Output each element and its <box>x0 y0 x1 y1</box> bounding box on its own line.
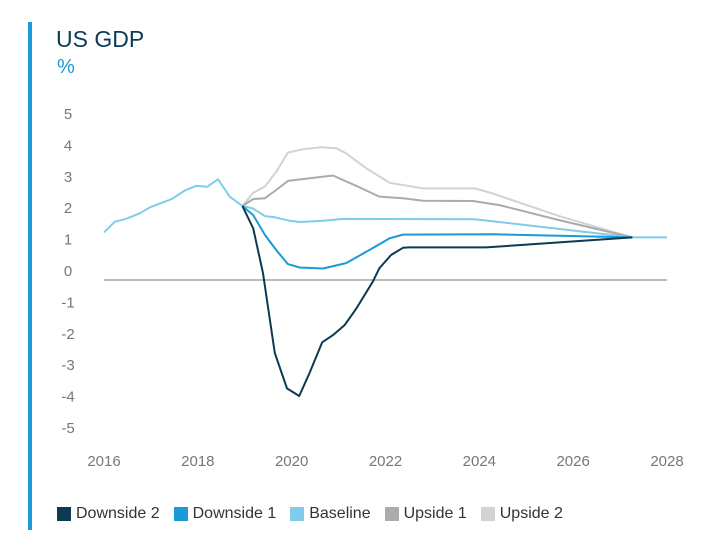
legend-swatch <box>57 507 71 521</box>
legend-label: Upside 2 <box>499 505 563 522</box>
chart-title: US GDP <box>56 26 145 52</box>
x-tick-label: 2024 <box>463 453 496 470</box>
legend-item: Downside 1 <box>173 505 277 523</box>
legend-label: Downside 2 <box>76 505 160 522</box>
y-tick-label: 1 <box>64 232 72 249</box>
legend-swatch <box>384 507 399 521</box>
y-tick-label: -2 <box>61 326 74 343</box>
legend-item: Upside 1 <box>384 505 467 523</box>
y-tick-label: -4 <box>61 389 74 406</box>
series-line-baseline <box>103 178 667 239</box>
accent-bar <box>28 22 32 530</box>
legend-label: Downside 1 <box>192 505 277 522</box>
y-tick-label: -3 <box>61 357 74 374</box>
series-line-upside-2 <box>241 146 633 239</box>
legend-swatch <box>173 507 188 521</box>
x-tick-label: 2018 <box>181 453 214 470</box>
x-tick-label: 2028 <box>650 453 683 470</box>
series-line-upside-1 <box>241 174 633 239</box>
legend-label: Baseline <box>309 505 371 522</box>
legend-item: Baseline <box>290 505 371 523</box>
x-tick-label: 2016 <box>87 453 120 470</box>
series-line-downside-1 <box>241 205 633 270</box>
legend-label: Upside 1 <box>403 505 467 522</box>
series-line-downside-2 <box>241 205 633 397</box>
chart-unit: % <box>57 56 75 78</box>
y-tick-label: -5 <box>61 420 74 437</box>
legend-swatch <box>480 507 495 521</box>
y-tick-label: 3 <box>64 169 72 186</box>
legend: Downside 2 Downside 1 Baseline Upside 1 … <box>57 505 563 523</box>
y-tick-label: 4 <box>64 137 72 154</box>
legend-item: Upside 2 <box>480 505 563 523</box>
y-tick-label: 2 <box>64 200 72 217</box>
x-tick-label: 2020 <box>275 453 308 470</box>
y-tick-label: 0 <box>64 263 72 280</box>
legend-item: Downside 2 <box>57 505 160 523</box>
y-tick-label: -1 <box>61 294 74 311</box>
y-tick-label: 5 <box>64 106 72 123</box>
legend-swatch <box>290 507 305 521</box>
x-tick-label: 2022 <box>369 453 402 470</box>
x-tick-label: 2026 <box>556 453 589 470</box>
